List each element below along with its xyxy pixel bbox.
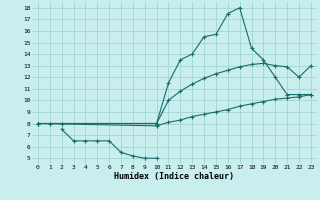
X-axis label: Humidex (Indice chaleur): Humidex (Indice chaleur) — [115, 172, 234, 181]
